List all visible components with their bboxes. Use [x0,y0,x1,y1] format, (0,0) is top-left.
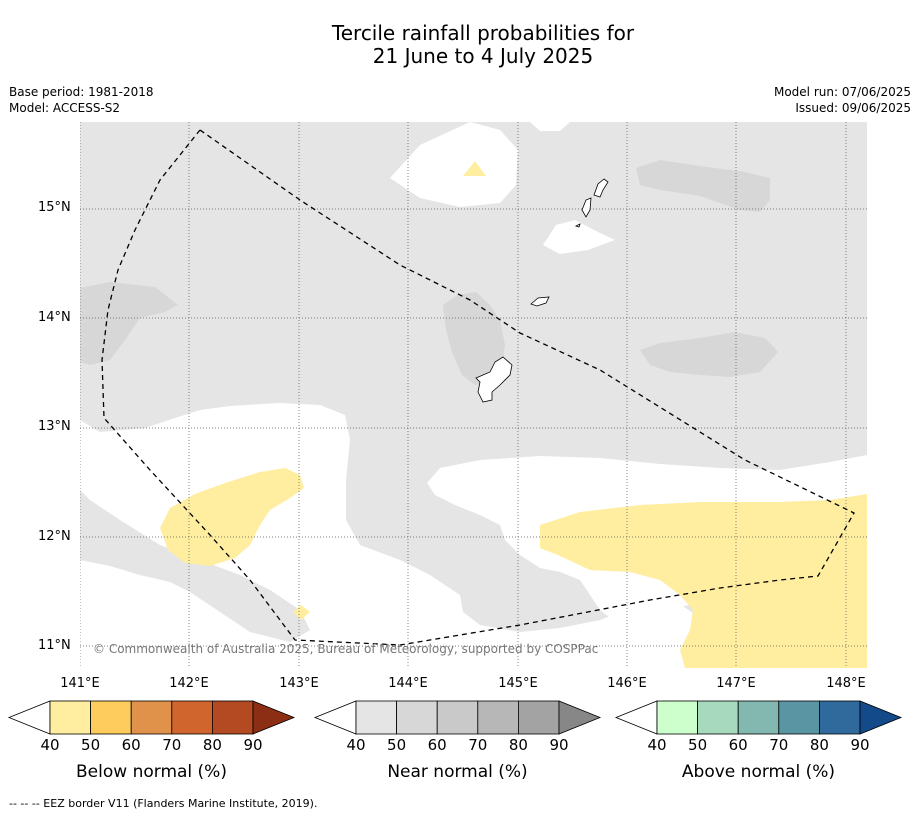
island-outlines [475,178,609,403]
colorbar-tick-label: 90 [549,736,569,754]
colorbar-tick-label: 80 [202,736,222,754]
colorbar-low-arrow [313,700,357,735]
colorbar-segment [355,700,397,735]
guam-island [475,356,513,403]
model-name: Model: ACCESS-S2 [9,101,121,115]
colorbar-tick-label: 70 [162,736,182,754]
colorbar-tick-label: 40 [647,736,667,754]
lon-label-147e: 147°E [716,676,756,691]
colorbar-low-arrow [614,700,658,735]
colorbar-high-arrow [859,700,903,735]
below-normal-40-southwest [160,468,304,566]
lat-label-14n: 14°N [38,310,71,325]
colorbar-segment [737,700,780,735]
issued-date: Issued: 09/06/2025 [795,101,911,115]
colorbar-segment [778,700,820,735]
aguijan-island [574,223,581,228]
colorbar-tick-label: 80 [809,736,829,754]
colorbar-tick-label: 50 [81,736,101,754]
saipan-island [593,178,609,198]
colorbar-segment [171,700,213,735]
eez-footnote: -- -- -- EEZ border V11 (Flanders Marine… [9,797,318,810]
near-normal-50-guam [443,292,505,385]
title-line-1: Tercile rainfall probabilities for [331,21,635,45]
eez-border [101,129,855,646]
lon-label-146e: 146°E [607,676,647,691]
below-normal-40-small [293,605,310,620]
lat-label-11n: 11°N [38,638,71,653]
colorbar-high-arrow [558,700,602,735]
lon-label-144e: 144°E [388,676,428,691]
colorbar-segment [90,700,132,735]
below-normal-40-southeast [540,494,867,668]
title-line-2: 21 June to 4 July 2025 [372,44,594,68]
lon-label-141e: 141°E [60,676,100,691]
rota-island [530,296,550,307]
colorbar-segment [697,700,739,735]
colorbar-tick-label: 90 [243,736,263,754]
legend-bars [7,700,903,735]
near-normal-50-west [80,282,178,365]
colorbar-segment [656,700,698,735]
colorbar-segment [819,700,861,735]
lon-label-142e: 142°E [169,676,209,691]
colorbar-tick-label: 70 [769,736,789,754]
lat-label-13n: 13°N [38,419,71,434]
copyright-notice: © Commonwealth of Australia 2025, Bureau… [93,642,599,656]
colorbar-segment [130,700,173,735]
graticule [80,122,867,668]
near-normal-50-north-east [636,160,770,212]
colorbar-1 [7,700,296,735]
colorbar-segment [436,700,479,735]
lat-label-12n: 12°N [38,529,71,544]
colorbar-segment [49,700,91,735]
probability-field [80,122,867,668]
colorbar-tick-label: 90 [850,736,870,754]
white-area-south [80,403,867,668]
colorbar-tick-label: 80 [508,736,528,754]
colorbar-tick-label: 40 [40,736,60,754]
colorbar-high-arrow [252,700,296,735]
lon-label-148e: 148°E [826,676,866,691]
near-normal-50-east [640,332,778,377]
colorbar-segment [396,700,438,735]
colorbar-segment [477,700,519,735]
colorbar-title: Below normal (%) [76,762,227,782]
colorbar-tick-label: 60 [728,736,748,754]
map-title: Tercile rainfall probabilities for 21 Ju… [0,22,919,68]
colorbar-segment [211,700,254,735]
model-run-date: Model run: 07/06/2025 [773,85,911,99]
colorbar-2 [313,700,602,735]
tinian-island [581,197,592,218]
colorbar-tick-label: 50 [688,736,708,754]
colorbar-segment [518,700,560,735]
colorbar-tick-label: 50 [387,736,407,754]
colorbar-tick-label: 40 [346,736,366,754]
lon-label-145e: 145°E [498,676,538,691]
colorbar-tick-label: 60 [121,736,141,754]
colorbar-tick-label: 70 [468,736,488,754]
lat-label-15n: 15°N [38,200,71,215]
model-info: Base period: 1981-2018 Model: ACCESS-S2 [9,84,154,116]
colorbar-tick-label: 60 [427,736,447,754]
white-area-north [390,122,518,207]
colorbar-3 [614,700,903,735]
white-area-top [530,122,570,131]
colorbar-title: Above normal (%) [681,762,836,782]
colorbar-low-arrow [7,700,51,735]
colorbar-title: Near normal (%) [387,762,528,782]
white-area-islands [543,220,615,254]
run-info: Model run: 07/06/2025 Issued: 09/06/2025 [774,84,911,116]
base-period: Base period: 1981-2018 [9,85,154,99]
lon-label-143e: 143°E [279,676,319,691]
below-normal-40-north [463,161,486,176]
